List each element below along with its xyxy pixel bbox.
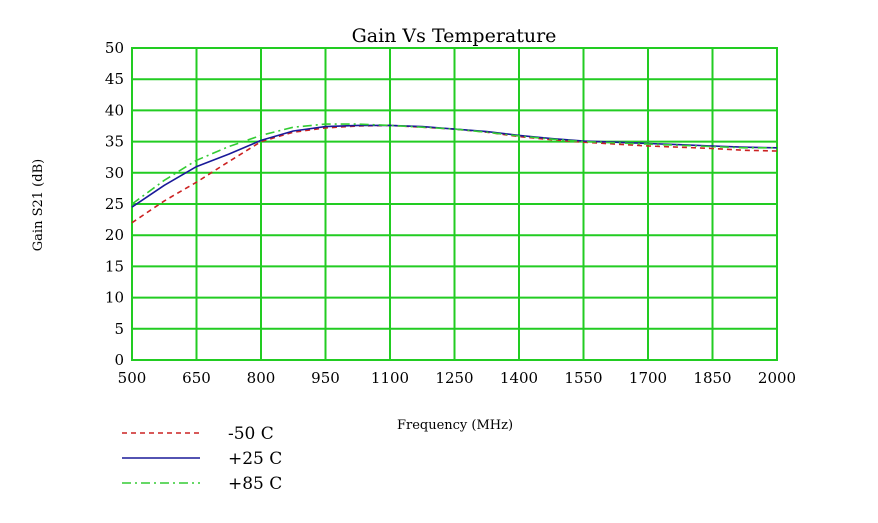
y-tick-label: 5	[114, 320, 124, 338]
x-axis-label: Frequency (MHz)	[397, 418, 513, 433]
series-layer	[131, 123, 778, 224]
chart-title: Gain Vs Temperature	[352, 25, 557, 47]
x-tick-label: 950	[311, 369, 340, 387]
x-tick-label: 1400	[500, 369, 538, 387]
y-tick-label: 15	[105, 257, 124, 275]
y-tick-label: 25	[105, 195, 124, 213]
x-tick-labels: 500 650 800 950 1100 1250 1400 1550 1700 1850 2000	[118, 369, 796, 387]
x-tick-label: 1550	[564, 369, 602, 387]
y-tick-label: 0	[114, 351, 124, 369]
legend-label-2: +85 C	[228, 474, 282, 494]
series-line-2	[131, 123, 777, 205]
x-tick-label: 650	[182, 369, 211, 387]
series-line-0	[131, 124, 778, 224]
y-tick-label: 50	[105, 39, 124, 57]
y-tick-label: 45	[105, 70, 124, 88]
legend-label-0: -50 C	[228, 424, 274, 444]
x-tick-label: 1700	[629, 369, 667, 387]
y-tick-label: 35	[105, 133, 124, 151]
x-tick-label: 500	[118, 369, 147, 387]
legend: -50 C +25 C +85 C	[122, 424, 282, 494]
y-tick-label: 40	[105, 101, 124, 119]
y-tick-labels: 0 5 10 15 20 25 30 35 40 45 50	[105, 39, 124, 369]
y-axis-label: Gain S21 (dB)	[31, 159, 46, 251]
x-tick-label: 1100	[371, 369, 409, 387]
x-tick-label: 1850	[693, 369, 731, 387]
x-tick-label: 800	[247, 369, 276, 387]
y-tick-label: 30	[105, 164, 124, 182]
x-tick-label: 1250	[435, 369, 473, 387]
legend-label-1: +25 C	[228, 449, 282, 469]
x-tick-label: 2000	[758, 369, 796, 387]
y-tick-label: 20	[105, 226, 124, 244]
y-tick-label: 10	[105, 289, 124, 307]
